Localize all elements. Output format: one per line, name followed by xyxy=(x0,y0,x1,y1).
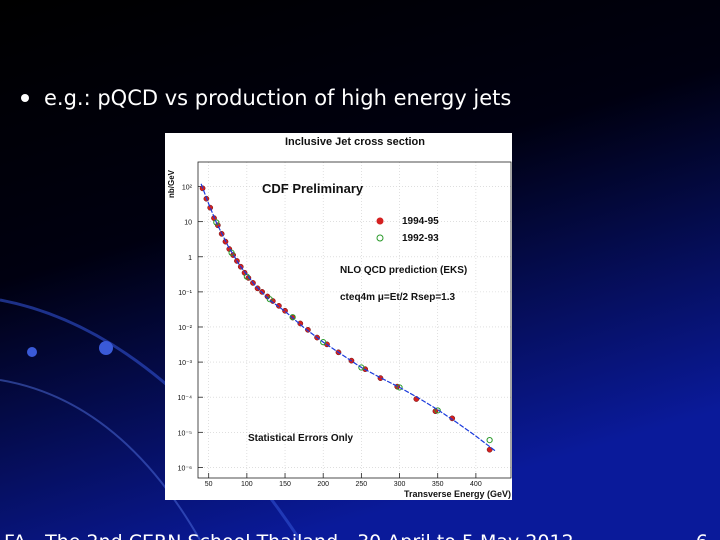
bullet-marker xyxy=(21,94,29,102)
x-tick-label: 300 xyxy=(394,481,406,488)
x-tick-label: 100 xyxy=(241,481,253,488)
decor-dot xyxy=(99,341,113,355)
annotation: Statistical Errors Only xyxy=(248,433,353,444)
data-point xyxy=(396,384,403,391)
x-tick-label: 200 xyxy=(317,481,329,488)
data-point xyxy=(213,219,220,226)
page-number: 6 xyxy=(696,531,708,540)
prediction-line xyxy=(200,183,496,452)
data-point xyxy=(289,314,296,321)
decor-arc xyxy=(0,379,201,540)
legend-marker xyxy=(376,217,384,225)
data-point xyxy=(207,204,214,211)
chart-title: Inclusive Jet cross section xyxy=(285,136,425,148)
annotation: CDF Preliminary xyxy=(262,181,364,196)
legend-label: 1992-93 xyxy=(402,233,439,244)
y-tick-label: 10 xyxy=(184,220,192,227)
data-point xyxy=(276,302,282,309)
y-tick-label: 10⁻⁵ xyxy=(178,430,192,437)
y-tick-label: 10⁻⁶ xyxy=(178,465,192,472)
data-point xyxy=(320,339,327,346)
y-tick-label: 10² xyxy=(182,185,193,192)
y-tick-label: 1 xyxy=(188,255,192,262)
data-point xyxy=(486,446,493,453)
plot-frame xyxy=(197,161,512,479)
footer: FA - The 2nd CERN School Thailand - 30 A… xyxy=(4,531,574,540)
y-tick-label: 10⁻⁴ xyxy=(178,395,193,402)
decor-dot xyxy=(27,347,37,357)
data-point xyxy=(434,407,441,414)
x-tick-label: 50 xyxy=(205,481,213,488)
legend-marker xyxy=(376,234,384,242)
y-tick-label: 10⁻¹ xyxy=(178,290,192,297)
y-tick-label: 10⁻² xyxy=(178,325,192,332)
x-tick-label: 250 xyxy=(356,481,368,488)
legend-label: 1994-95 xyxy=(402,216,439,227)
legend-label: NLO QCD prediction (EKS) xyxy=(340,265,467,276)
annotation: cteq4m μ=Et/2 Rsep=1.3 xyxy=(340,292,456,303)
x-axis-label: Transverse Energy (GeV) xyxy=(404,489,511,499)
x-tick-label: 350 xyxy=(432,481,444,488)
x-tick-label: 400 xyxy=(470,481,482,488)
data-point xyxy=(297,320,304,327)
x-tick-label: 150 xyxy=(279,481,291,488)
data-point xyxy=(486,437,493,444)
data-point xyxy=(266,296,273,303)
bullet-text: e.g.: pQCD vs production of high energy … xyxy=(44,86,511,110)
data-point xyxy=(358,364,365,371)
y-tick-label: 10⁻³ xyxy=(178,360,192,367)
chart: Inclusive Jet cross section nb/GeV Transve… xyxy=(167,136,512,499)
data-point xyxy=(228,249,235,256)
y-axis-label: nb/GeV xyxy=(167,169,176,198)
chart-background xyxy=(165,133,512,500)
